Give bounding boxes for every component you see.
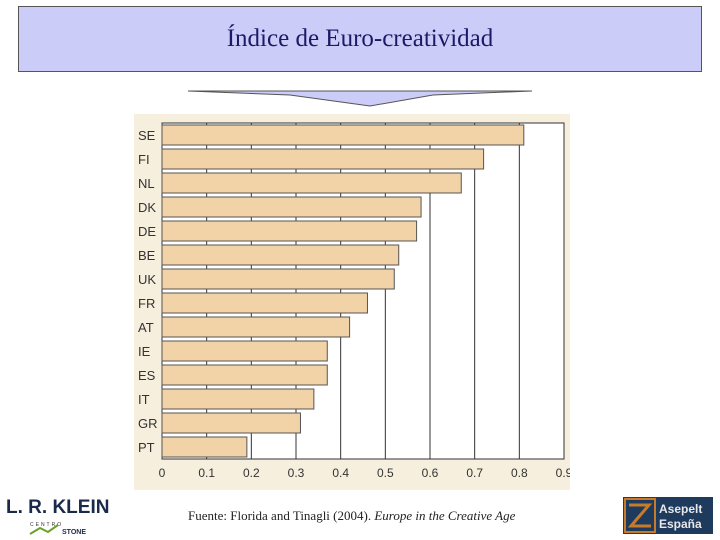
source-note: Fuente: Florida and Tinagli (2004). Euro… [188, 508, 515, 524]
category-label: ES [138, 368, 156, 383]
category-label: UK [138, 272, 156, 287]
category-label: IE [138, 344, 151, 359]
bar [161, 124, 525, 146]
bar [161, 244, 400, 266]
bar [161, 196, 422, 218]
bar [161, 340, 328, 362]
logo-left-line3: STONE [62, 529, 86, 536]
category-label: PT [138, 440, 155, 455]
source-book-title: Europe in the Creative Age [374, 508, 516, 523]
bar [161, 388, 315, 410]
bar [161, 316, 351, 338]
logo-right-line2: España [659, 517, 702, 531]
category-label: DE [138, 224, 156, 239]
x-tick-label: 0.5 [377, 466, 394, 480]
category-label: BE [138, 248, 156, 263]
logo-left-line1: L. R. KLEIN [6, 497, 109, 518]
x-tick-label: 0.3 [288, 466, 305, 480]
category-label: IT [138, 392, 150, 407]
bar-chart: 0 0.1 0.2 0.3 0.4 0.5 0.6 0.7 0.8 0.9 SE FI NL DK DE BE… [138, 122, 573, 480]
bar [161, 412, 301, 434]
x-tick-label: 0.4 [332, 466, 349, 480]
category-label: AT [138, 320, 154, 335]
logo-left-line2: CENTRO [30, 522, 63, 528]
lr-klein-logo: L. R. KLEIN CENTRO STONE [6, 497, 109, 536]
bar [161, 268, 395, 290]
category-label: SE [138, 128, 156, 143]
bar [161, 292, 368, 314]
x-tick-label: 0.6 [422, 466, 439, 480]
bar [161, 172, 462, 194]
x-tick-label: 0.7 [466, 466, 483, 480]
bar [161, 148, 485, 170]
category-label: FR [138, 296, 155, 311]
bar [161, 364, 328, 386]
logo-right-line1: Asepelt [659, 502, 702, 516]
x-tick-label: 0.1 [198, 466, 215, 480]
bar [161, 436, 248, 458]
x-tick-label: 0.9 [556, 466, 570, 480]
x-tick-label: 0.2 [243, 466, 260, 480]
source-text: Fuente: Florida and Tinagli (2004). [188, 508, 375, 523]
bar [161, 220, 418, 242]
category-label: FI [138, 152, 150, 167]
category-label: NL [138, 176, 155, 191]
category-label: DK [138, 200, 156, 215]
slide-title: Índice de Euro-creatividad [226, 25, 494, 52]
asepelt-logo: Asepelt España [623, 497, 713, 534]
x-tick-label: 0.8 [511, 466, 528, 480]
category-label: GR [138, 416, 158, 431]
title-banner: Índice de Euro-creatividad [18, 6, 702, 72]
x-tick-label: 0 [159, 466, 166, 480]
chart-area: 0 0.1 0.2 0.3 0.4 0.5 0.6 0.7 0.8 0.9 SE FI NL DK DE BE… [134, 114, 573, 490]
down-arrow-shape [187, 90, 533, 107]
